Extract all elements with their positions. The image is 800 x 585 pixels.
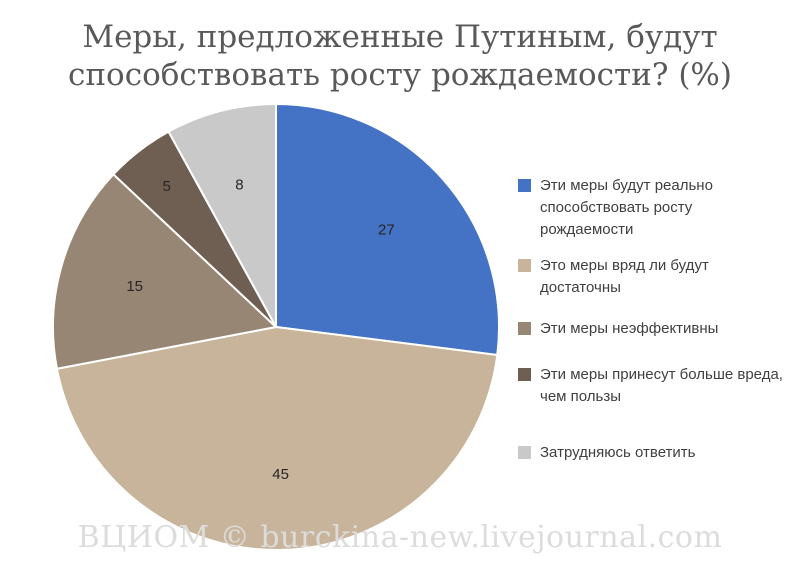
- legend-swatch-2: [518, 322, 531, 335]
- data-label-4: 8: [235, 176, 243, 193]
- legend-item-0: Эти меры будут реально способствовать ро…: [518, 175, 788, 241]
- legend-swatch-4: [518, 446, 531, 459]
- legend-label-3: Эти меры принесут больше вреда, чем поль…: [540, 366, 783, 405]
- chart-title-line-1: Меры, предложенные Путиным, будут: [82, 19, 718, 55]
- data-label-1: 45: [272, 466, 289, 483]
- pie-slice-labels: 27 45 15 5 8: [126, 176, 394, 483]
- legend-label-4: Затрудняюсь ответить: [540, 444, 696, 461]
- legend-item-3: Эти меры принесут больше вреда, чем поль…: [518, 364, 788, 408]
- pie-slices: [52, 102, 500, 551]
- chart-title: Меры, предложенные Путиным, будут способ…: [0, 18, 800, 94]
- legend-swatch-3: [518, 368, 531, 381]
- legend-item-2: Эти меры неэффективны: [518, 318, 788, 340]
- pie-slice-4: [167, 102, 277, 328]
- data-label-3: 5: [162, 178, 170, 195]
- legend-item-1: Это меры вряд ли будут достаточны: [518, 255, 788, 299]
- chart-title-line-2: способствовать росту рождаемости? (%): [68, 57, 732, 93]
- legend-swatch-1: [518, 259, 531, 272]
- data-label-2: 15: [126, 278, 143, 295]
- legend-item-4: Затрудняюсь ответить: [518, 442, 788, 464]
- legend-label-2: Эти меры неэффективны: [540, 320, 719, 337]
- pie-slice-1: [55, 325, 499, 551]
- pie-slice-0: [275, 102, 500, 357]
- legend-label-1: Это меры вряд ли будут достаточны: [540, 257, 709, 296]
- pie-slice-2: [52, 172, 279, 370]
- watermark: ВЦИОМ © burckina-new.livejournal.com: [77, 520, 723, 555]
- data-label-0: 27: [378, 222, 395, 239]
- legend-label-0: Эти меры будут реально способствовать ро…: [540, 177, 713, 238]
- legend-swatch-0: [518, 179, 531, 192]
